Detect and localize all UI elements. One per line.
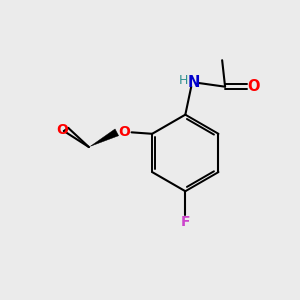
Text: O: O [56, 122, 68, 136]
Text: F: F [181, 215, 190, 229]
Text: O: O [248, 79, 260, 94]
Text: O: O [118, 125, 130, 139]
Text: N: N [188, 75, 200, 90]
Polygon shape [90, 129, 118, 146]
Text: H: H [178, 74, 188, 87]
